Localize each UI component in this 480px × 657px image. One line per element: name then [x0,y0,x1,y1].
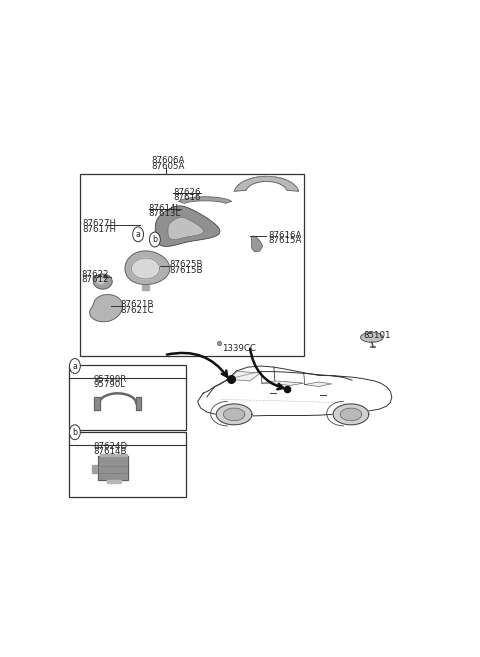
Text: 87613L: 87613L [148,210,181,218]
Text: 87622: 87622 [81,269,108,279]
Text: 87626: 87626 [173,188,201,197]
PathPatch shape [155,206,220,246]
Text: b: b [152,235,157,244]
Text: a: a [136,230,141,239]
Polygon shape [262,381,304,386]
Bar [69,432,186,497]
PathPatch shape [179,196,232,204]
Text: 87612: 87612 [81,275,108,284]
Text: 95790L: 95790L [94,380,125,390]
Polygon shape [94,274,112,289]
Polygon shape [333,404,369,425]
Text: 87621C: 87621C [120,306,154,315]
Polygon shape [223,408,245,420]
Polygon shape [98,457,128,480]
Text: 85101: 85101 [363,331,391,340]
Ellipse shape [149,232,160,247]
Text: 87625B: 87625B [170,260,203,269]
Polygon shape [360,332,383,342]
Text: 87606A: 87606A [151,156,184,165]
Text: 87624D: 87624D [94,442,128,451]
Polygon shape [90,294,122,322]
Text: 87621B: 87621B [120,300,154,309]
Bar [69,365,186,430]
Text: 1339CC: 1339CC [222,344,256,353]
Polygon shape [132,258,160,279]
Text: a: a [72,361,77,371]
Text: 87616: 87616 [173,193,201,202]
Ellipse shape [70,425,80,440]
PathPatch shape [234,176,299,191]
PathPatch shape [252,236,263,252]
Polygon shape [107,480,120,483]
Text: b: b [72,428,77,437]
Text: 95790R: 95790R [94,375,127,384]
Polygon shape [228,372,261,381]
FancyArrowPatch shape [250,349,283,389]
PathPatch shape [168,217,204,240]
Ellipse shape [132,227,144,242]
Polygon shape [340,408,361,420]
Polygon shape [97,278,105,284]
Polygon shape [305,382,332,386]
Text: 87616A: 87616A [268,231,302,240]
Text: 87615B: 87615B [170,266,203,275]
Bar [81,173,304,356]
Polygon shape [94,397,100,409]
Polygon shape [92,465,98,473]
Polygon shape [135,397,142,409]
Text: 87614B: 87614B [94,447,127,457]
Ellipse shape [70,359,80,373]
Polygon shape [100,454,127,457]
Text: 87605A: 87605A [151,162,184,171]
Polygon shape [216,404,252,425]
Text: 87627H: 87627H [83,219,116,229]
Polygon shape [125,251,169,284]
Text: 87615A: 87615A [268,236,302,245]
Polygon shape [142,285,149,290]
Text: 87614L: 87614L [148,204,181,213]
Text: 87617H: 87617H [83,225,116,234]
FancyArrowPatch shape [167,353,227,376]
